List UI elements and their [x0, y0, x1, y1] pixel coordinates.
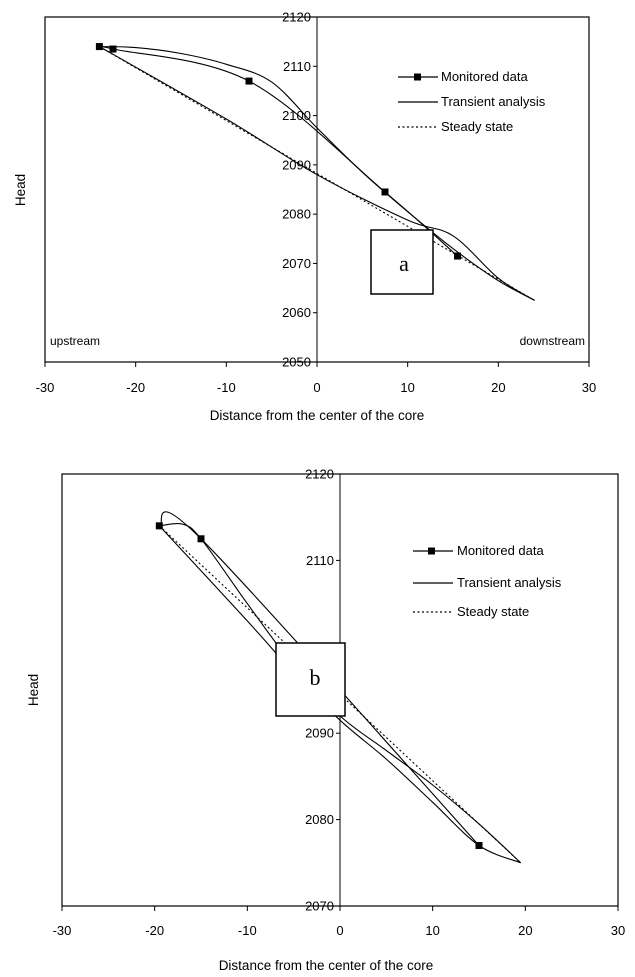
y-ticks-a: 2050 2060 2070 2080 2090 2100 2110 2120	[282, 10, 317, 370]
x-tick-label: -30	[53, 923, 72, 938]
x-tick-label: 20	[518, 923, 532, 938]
y-tick-label: 2070	[305, 899, 334, 914]
series-line-a-2	[99, 46, 535, 301]
panel-label-a: a	[399, 251, 409, 276]
legend-b: Monitored data Transient analysis Steady…	[413, 543, 562, 619]
y-tick-label: 2050	[282, 355, 311, 370]
series-line-b-2	[158, 525, 521, 864]
annotation-downstream: downstream	[520, 334, 585, 348]
panel-label-box-b-frame	[275, 642, 346, 717]
x-tick-label: 0	[313, 380, 320, 395]
legend-b-transient-text: Transient analysis	[457, 575, 562, 590]
y-axis-label-b: Head	[26, 674, 41, 706]
data-point-marker	[245, 77, 253, 85]
series-line-b-0	[159, 511, 480, 846]
x-ticks-a: -30 -20 -10 0 10 20 30	[36, 362, 596, 395]
y-tick-label: 2110	[306, 553, 334, 568]
data-point-marker	[95, 43, 103, 51]
legend-a-monitored-marker	[414, 73, 421, 81]
x-axis-label-b: Distance from the center of the core	[219, 958, 434, 973]
legend-a: Monitored data Transient analysis Steady…	[398, 69, 546, 134]
panel-label-box-b: b	[275, 642, 346, 717]
y-tick-label: 2080	[282, 207, 311, 222]
panel-label-box-a: a	[370, 229, 434, 295]
data-point-marker	[109, 45, 117, 53]
x-ticks-b: -30 -20 -10 0 10 20 30	[53, 906, 625, 938]
y-tick-label: 2110	[283, 59, 311, 74]
legend-a-transient-text: Transient analysis	[441, 94, 546, 109]
x-axis-label-a: Distance from the center of the core	[210, 408, 425, 423]
x-tick-label: 30	[611, 923, 625, 938]
y-tick-label: 2100	[282, 108, 311, 123]
legend-a-monitored-text: Monitored data	[441, 69, 528, 84]
x-tick-label: 20	[491, 380, 505, 395]
x-tick-label: -10	[238, 923, 257, 938]
annotation-upstream: upstream	[50, 334, 100, 348]
y-tick-label: 2120	[305, 467, 334, 482]
series-group-a	[95, 43, 535, 301]
y-tick-label: 2070	[282, 256, 311, 271]
legend-a-steady-text: Steady state	[441, 119, 513, 134]
x-tick-label: -30	[36, 380, 55, 395]
panel-label-box-a-frame	[370, 229, 434, 295]
y-tick-label: 2060	[282, 305, 311, 320]
legend-b-steady-text: Steady state	[457, 604, 529, 619]
legend-b-monitored-text: Monitored data	[457, 543, 544, 558]
x-tick-label: 30	[582, 380, 596, 395]
y-axis-label-a: Head	[13, 174, 28, 206]
x-tick-label: -20	[126, 380, 145, 395]
y-tick-label: 2080	[305, 812, 334, 827]
x-tick-label: -20	[145, 923, 164, 938]
series-line-a-1	[99, 46, 535, 301]
x-tick-label: -10	[217, 380, 236, 395]
x-tick-label: 10	[425, 923, 439, 938]
series-line-a-3	[99, 46, 535, 301]
series-line-b-3	[158, 525, 522, 864]
legend-b-monitored-marker	[428, 547, 435, 555]
y-tick-label: 2090	[282, 157, 311, 172]
x-tick-label: 10	[400, 380, 414, 395]
y-tick-label: 2090	[305, 726, 334, 741]
chart-panel-a: -30 -20 -10 0 10 20 30 2050 2060 2070 2080 2090 210…	[13, 10, 596, 424]
panel-label-b: b	[310, 665, 321, 690]
x-tick-label: 0	[336, 923, 343, 938]
y-tick-label: 2120	[282, 10, 311, 25]
